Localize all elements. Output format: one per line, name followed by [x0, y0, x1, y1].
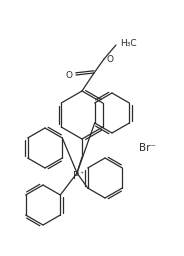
Text: Br⁻: Br⁻ [139, 143, 157, 153]
Text: H₃C: H₃C [120, 38, 136, 48]
Text: P: P [73, 171, 79, 181]
Text: O: O [66, 70, 72, 80]
Text: O: O [107, 56, 114, 65]
Text: ⁺: ⁺ [80, 169, 84, 178]
